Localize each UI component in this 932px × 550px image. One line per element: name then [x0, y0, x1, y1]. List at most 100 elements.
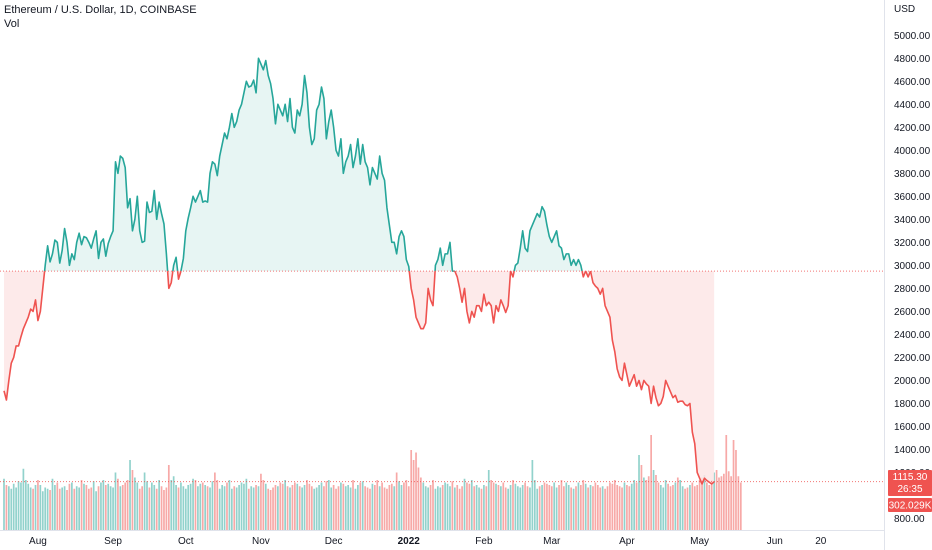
time-axis[interactable]: Aug Sep Oct Nov Dec 2022 Feb Mar Apr May Jun 20: [29, 536, 827, 547]
volume-bar: [313, 488, 316, 530]
volume-bar: [529, 487, 531, 530]
volume-bar: [197, 486, 199, 530]
time-tick-label: Dec: [325, 536, 343, 547]
volume-bar: [601, 486, 604, 530]
volume-bar: [667, 483, 669, 530]
volume-bar: [405, 480, 408, 530]
volume-bar: [429, 485, 432, 530]
time-tick-label: Mar: [543, 536, 561, 547]
time-tick-label: Nov: [252, 536, 270, 547]
volume-bar: [284, 480, 286, 530]
baseline-fills: [4, 58, 715, 484]
price-tick-label: 4400.00: [894, 100, 931, 111]
volume-bar: [117, 478, 119, 530]
volume-bar: [342, 483, 345, 530]
volume-bar: [373, 485, 376, 530]
volume-bar: [584, 483, 587, 530]
volume-bar: [121, 485, 124, 530]
volume-bar: [376, 480, 379, 530]
volume-bar: [92, 481, 95, 530]
volume-bar: [524, 482, 526, 530]
volume-bar: [565, 482, 568, 530]
volume-bar: [718, 477, 720, 530]
volume-bar: [444, 482, 446, 530]
volume-bar: [645, 480, 648, 530]
volume-bar: [388, 485, 391, 530]
volume-bar: [209, 487, 211, 530]
price-line-up-segment: [43, 155, 169, 272]
volume-bar: [240, 482, 243, 530]
volume-bar: [71, 482, 73, 530]
volume-bar: [412, 460, 415, 530]
volume-bar: [519, 487, 522, 530]
volume-bar: [29, 487, 32, 530]
volume-bar: [390, 483, 393, 530]
volume-bar: [567, 485, 570, 530]
volume-bar: [199, 483, 202, 530]
volume-bar: [669, 486, 672, 530]
above-baseline-fill: [44, 156, 168, 272]
volume-bar: [41, 491, 44, 530]
volume-bar: [400, 485, 403, 530]
volume-bar: [555, 487, 558, 530]
volume-bar: [172, 476, 175, 530]
volume-bar: [349, 487, 352, 530]
volume-bar: [359, 482, 362, 530]
volume-bar: [184, 488, 187, 530]
volume-bar: [352, 480, 354, 530]
volume-bar: [655, 475, 657, 530]
volume-bar: [604, 488, 606, 530]
price-line-up-segment: [172, 256, 179, 272]
volume-bar: [85, 485, 88, 530]
volume-bar: [487, 470, 490, 530]
volume-bar: [112, 487, 114, 530]
volume-legend-label: Vol: [4, 18, 20, 30]
baseline-overlays: [0, 270, 884, 483]
volume-bar: [303, 485, 306, 530]
price-tick-label: 2000.00: [894, 376, 931, 387]
volume-bar: [703, 475, 706, 530]
volume-bar: [165, 487, 168, 530]
volume-bar: [107, 483, 110, 530]
volume-bar: [458, 488, 461, 530]
volume-bar: [606, 486, 609, 530]
price-line-down-segment: [176, 270, 182, 280]
volume-bar: [451, 481, 454, 530]
volume-bar: [521, 485, 524, 530]
volume-bar: [194, 480, 197, 530]
volume-bar: [417, 467, 420, 530]
volume-bar: [44, 487, 47, 530]
volume-bar: [8, 486, 10, 530]
volume-bar: [310, 486, 313, 530]
volume-bar: [257, 486, 260, 530]
volume-bar: [715, 470, 718, 530]
volume-bar: [395, 472, 398, 530]
volume-bar: [279, 482, 282, 530]
volume-bar: [470, 480, 473, 530]
volume-bar: [296, 483, 299, 530]
volume-bar: [659, 485, 662, 530]
price-tick-label: 3000.00: [894, 261, 931, 272]
price-line-down-segment: [3, 271, 46, 401]
volume-bar: [485, 486, 488, 530]
volume-bar: [393, 486, 396, 530]
volume-bar: [492, 482, 495, 530]
volume-bar: [630, 483, 633, 530]
volume-bar: [652, 470, 655, 530]
volume-bar: [369, 488, 371, 530]
volume-bar: [155, 488, 158, 530]
volume-bar: [689, 485, 691, 530]
price-line-down-segment: [581, 270, 587, 278]
price-axis[interactable]: USD 5000.00 4800.00 4600.00 4400.00 4200.00 40…: [894, 4, 931, 525]
volume-bar: [708, 485, 711, 530]
volume-bar: [727, 471, 730, 530]
volume-bar: [580, 485, 582, 530]
price-line-up-segment: [434, 241, 455, 272]
price-tick-label: 4200.00: [894, 123, 931, 134]
price-tick-label: 4000.00: [894, 146, 931, 157]
volume-bar: [63, 486, 66, 530]
volume-bar: [301, 487, 303, 530]
volume-bar: [160, 486, 163, 530]
